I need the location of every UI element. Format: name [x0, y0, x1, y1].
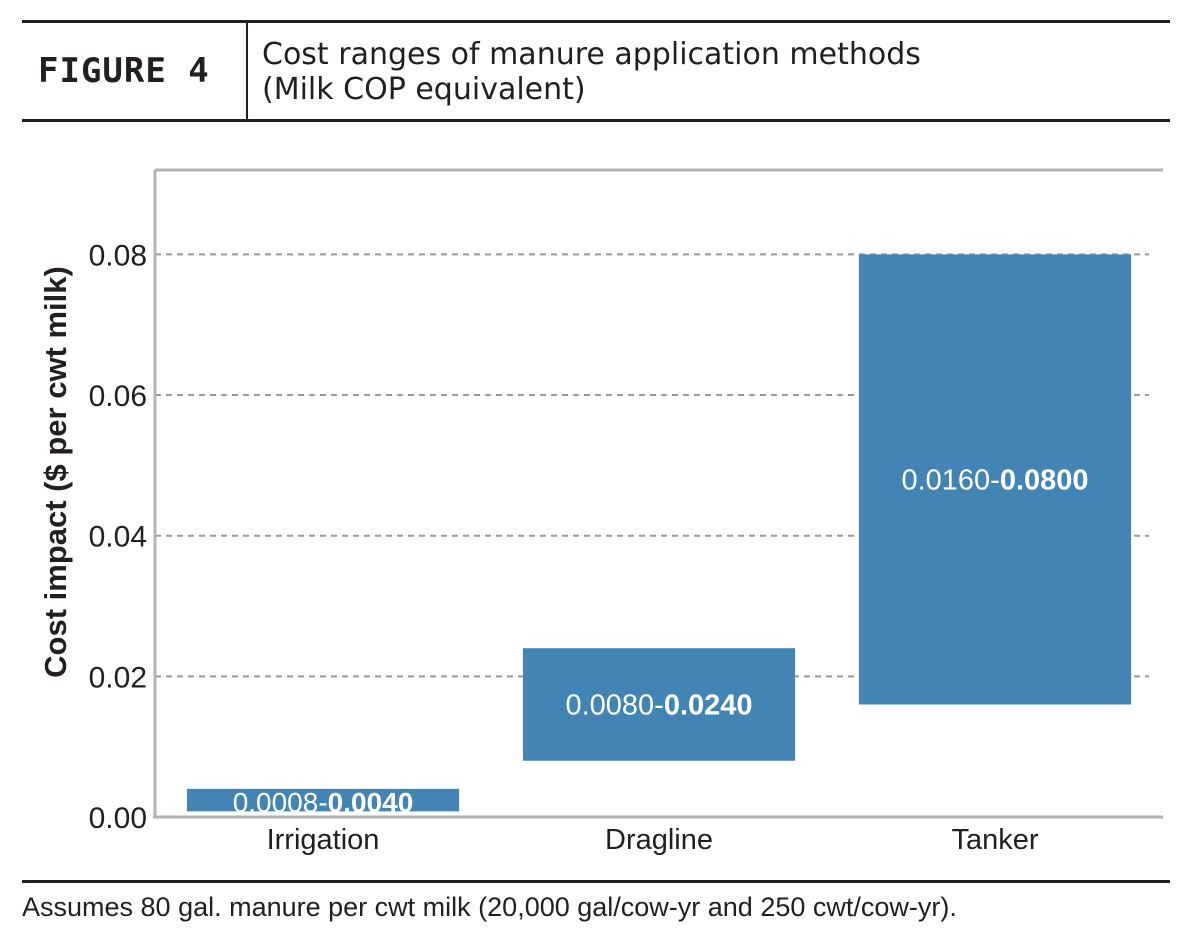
header-divider [246, 23, 248, 122]
bar-value-label: 0.0080-0.0240 [565, 689, 752, 721]
bars [186, 254, 1132, 812]
axes [153, 168, 1163, 819]
x-tick-labels: Irrigation Dragline Tanker [267, 824, 1039, 856]
figure-title: Cost ranges of manure application method… [262, 37, 921, 107]
figure-header: FIGURE 4 Cost ranges of manure applicati… [22, 20, 1170, 122]
bar-value-label: 0.0008-0.0040 [233, 787, 414, 818]
figure-title-line2: (Milk COP equivalent) [262, 72, 586, 107]
y-tick-labels: 0.00 0.02 0.04 0.06 0.08 [89, 239, 147, 835]
figure-title-line1: Cost ranges of manure application method… [262, 37, 921, 72]
footnote: Assumes 80 gal. manure per cwt milk (20,… [22, 892, 957, 922]
x-tick-label: Dragline [605, 824, 713, 856]
y-axis-label: Cost impact ($ per cwt milk) [38, 266, 73, 678]
y-tick-label: 0.06 [89, 380, 147, 413]
figure-label: FIGURE 4 [38, 51, 210, 91]
y-tick-label: 0.00 [89, 802, 147, 835]
y-tick-label: 0.04 [89, 521, 147, 554]
bar-irrigation [186, 788, 460, 812]
range-bar-chart: 0.00 0.02 0.04 0.06 0.08 Irrigation Dragline T… [38, 168, 1163, 856]
bar-tanker [858, 254, 1132, 705]
y-tick-label: 0.08 [89, 239, 147, 272]
x-tick-label: Irrigation [267, 824, 380, 856]
data-labels: 0.0008-0.0040 0.0080-0.0240 0.0160-0.0800 [233, 464, 1089, 818]
footer-rule [22, 880, 1170, 883]
y-tick-label: 0.02 [89, 661, 147, 694]
bar-value-label: 0.0160-0.0800 [901, 464, 1088, 496]
x-tick-label: Tanker [951, 824, 1038, 856]
bar-dragline [522, 648, 796, 761]
